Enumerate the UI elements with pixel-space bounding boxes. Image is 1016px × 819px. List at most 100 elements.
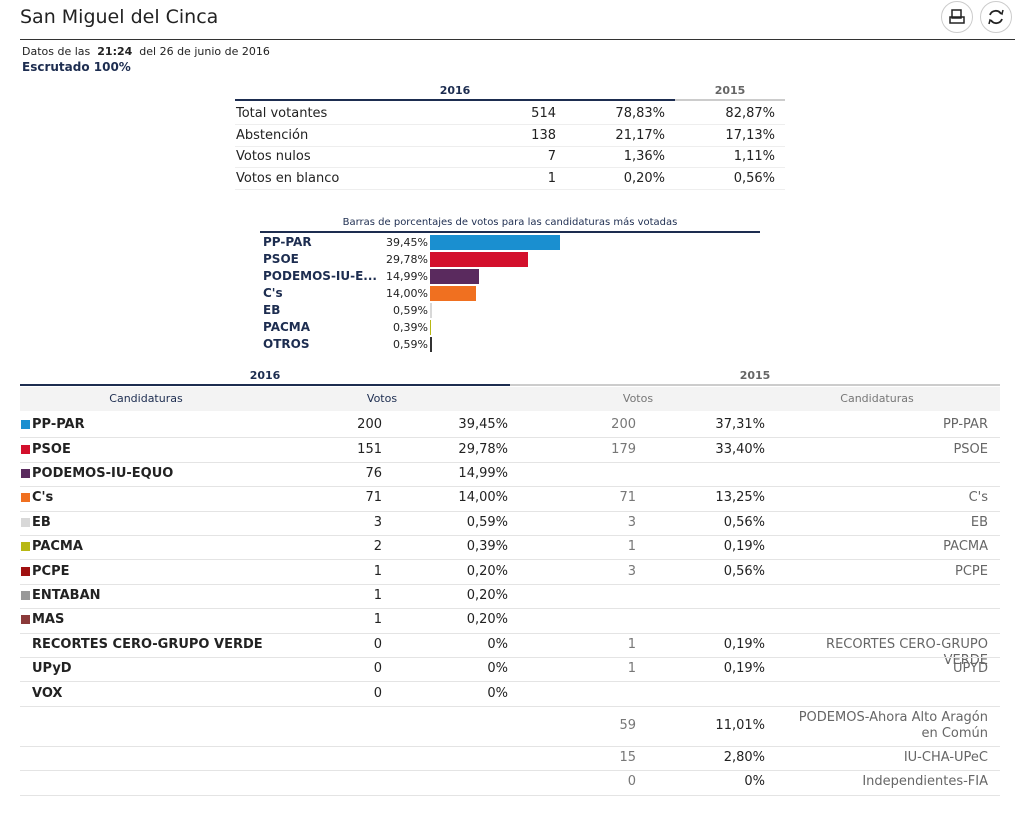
- row-rule: [20, 770, 1000, 772]
- rule: [675, 99, 785, 101]
- row-rule: [20, 657, 1000, 658]
- party-color: [21, 493, 30, 503]
- bar: [430, 286, 477, 301]
- summary-pct-prev: 1,11%: [733, 149, 775, 165]
- row-rule: [20, 745, 1000, 747]
- row-rule: [20, 608, 1000, 610]
- party-name-prev: Independientes-FIA: [862, 774, 988, 790]
- percent: 39,45%: [458, 417, 508, 433]
- column-header: Votos: [366, 392, 398, 405]
- summary-count: 1: [547, 171, 556, 187]
- print-button[interactable]: [941, 1, 973, 33]
- row-rule: [20, 559, 1000, 561]
- party-name: C's: [32, 490, 54, 506]
- percent-prev: 0,19%: [723, 539, 765, 555]
- column-header: Votos: [622, 392, 654, 405]
- party-name-prev: EB: [970, 514, 988, 530]
- bar-name: OTROS: [263, 337, 310, 351]
- year-header: 2015: [714, 84, 746, 97]
- party-name: ENTABAN: [32, 588, 101, 603]
- percent-prev: 11,01%: [715, 717, 765, 733]
- party-name: PCPE: [32, 563, 70, 579]
- votes: 2: [373, 539, 382, 555]
- votes: 76: [365, 466, 382, 481]
- summary-pct-prev: 0,56%: [733, 171, 775, 187]
- party-color: [21, 469, 30, 478]
- bar-label: 29,78%: [386, 253, 428, 266]
- party-name: PSOE: [32, 441, 71, 457]
- percent: 0%: [487, 685, 508, 701]
- percent: 0%: [487, 661, 508, 677]
- bar-name: C's: [263, 286, 283, 300]
- party-name-prev: C's: [968, 490, 988, 506]
- time-prefix: Datos de las: [22, 45, 91, 58]
- votes: 1: [373, 588, 382, 603]
- votes: 71: [365, 490, 382, 506]
- votes: 0: [373, 661, 382, 677]
- percent-prev: 0,56%: [723, 514, 765, 530]
- party-name-prev: PCPE: [955, 563, 988, 579]
- refresh-button[interactable]: [980, 1, 1012, 33]
- row-rule: [20, 681, 1000, 683]
- party-color: [21, 591, 30, 600]
- votes-prev: 3: [627, 514, 636, 530]
- votes-prev: 3: [627, 563, 636, 579]
- percent: 0%: [487, 636, 508, 652]
- summary-count: 514: [531, 106, 556, 121]
- party-color: [21, 420, 30, 430]
- row-rule: [20, 486, 1000, 488]
- votes: 0: [373, 636, 382, 652]
- votes: 0: [373, 685, 382, 701]
- party-name: PP-PAR: [32, 417, 85, 433]
- party-name: VOX: [32, 685, 63, 701]
- party-name: PODEMOS-IU-EQUO: [32, 466, 174, 481]
- party-name-prev: PACMA: [943, 539, 988, 555]
- scrutiny: Escrutado 100%: [22, 60, 131, 74]
- rule: [510, 384, 1000, 386]
- party-name: UPyD: [32, 661, 72, 677]
- percent: 0,20%: [466, 588, 508, 603]
- votes: 1: [373, 563, 382, 579]
- bar: [430, 337, 432, 352]
- votes-prev: 179: [611, 441, 636, 457]
- votes-prev: 0: [627, 774, 636, 790]
- summary-count: 7: [547, 149, 556, 165]
- votes-prev: 71: [619, 490, 636, 506]
- party-name-prev: UPYD: [952, 661, 988, 677]
- party-color: [21, 542, 30, 552]
- party-name-prev: RECORTES CERO-GRUPO VERDE: [826, 636, 988, 668]
- party-name-prev: PP-PAR: [942, 417, 988, 433]
- timestamp: Datos de las 21:24 del 26 de junio de 20…: [22, 45, 270, 58]
- rule: [235, 99, 675, 101]
- bar: [430, 303, 432, 318]
- votes: 200: [357, 417, 382, 433]
- percent: 0,20%: [466, 612, 508, 628]
- row-rule: [235, 124, 785, 125]
- percent-prev: 0,19%: [723, 661, 765, 677]
- rule: [260, 231, 760, 233]
- date: del 26 de junio de 2016: [139, 45, 270, 58]
- row-rule: [235, 145, 785, 147]
- percent-prev: 0,56%: [723, 563, 765, 579]
- summary-label: Total votantes: [236, 106, 328, 121]
- row-rule: [20, 510, 1000, 512]
- bars-title: Barras de porcentajes de votos para las …: [342, 217, 678, 228]
- party-color: [21, 517, 30, 527]
- summary-pct: 21,17%: [615, 127, 665, 143]
- title-rule: [20, 39, 1015, 40]
- row-rule: [20, 794, 1000, 796]
- party-name: RECORTES CERO-GRUPO VERDE: [32, 636, 263, 652]
- party-name-prev: PSOE: [953, 441, 988, 457]
- bar-label: 0,59%: [393, 338, 428, 351]
- summary-pct-prev: 82,87%: [725, 106, 775, 121]
- row-rule: [20, 461, 1000, 463]
- votes-prev: 1: [627, 539, 636, 555]
- party-name-prev: IU-CHA-UPeC: [903, 750, 988, 765]
- summary-pct: 1,36%: [623, 149, 665, 165]
- bar-label: 14,99%: [386, 270, 428, 283]
- summary-label: Abstención: [236, 127, 309, 143]
- bar: [430, 269, 480, 284]
- party-name: MAS: [32, 612, 65, 628]
- percent: 14,99%: [458, 466, 508, 481]
